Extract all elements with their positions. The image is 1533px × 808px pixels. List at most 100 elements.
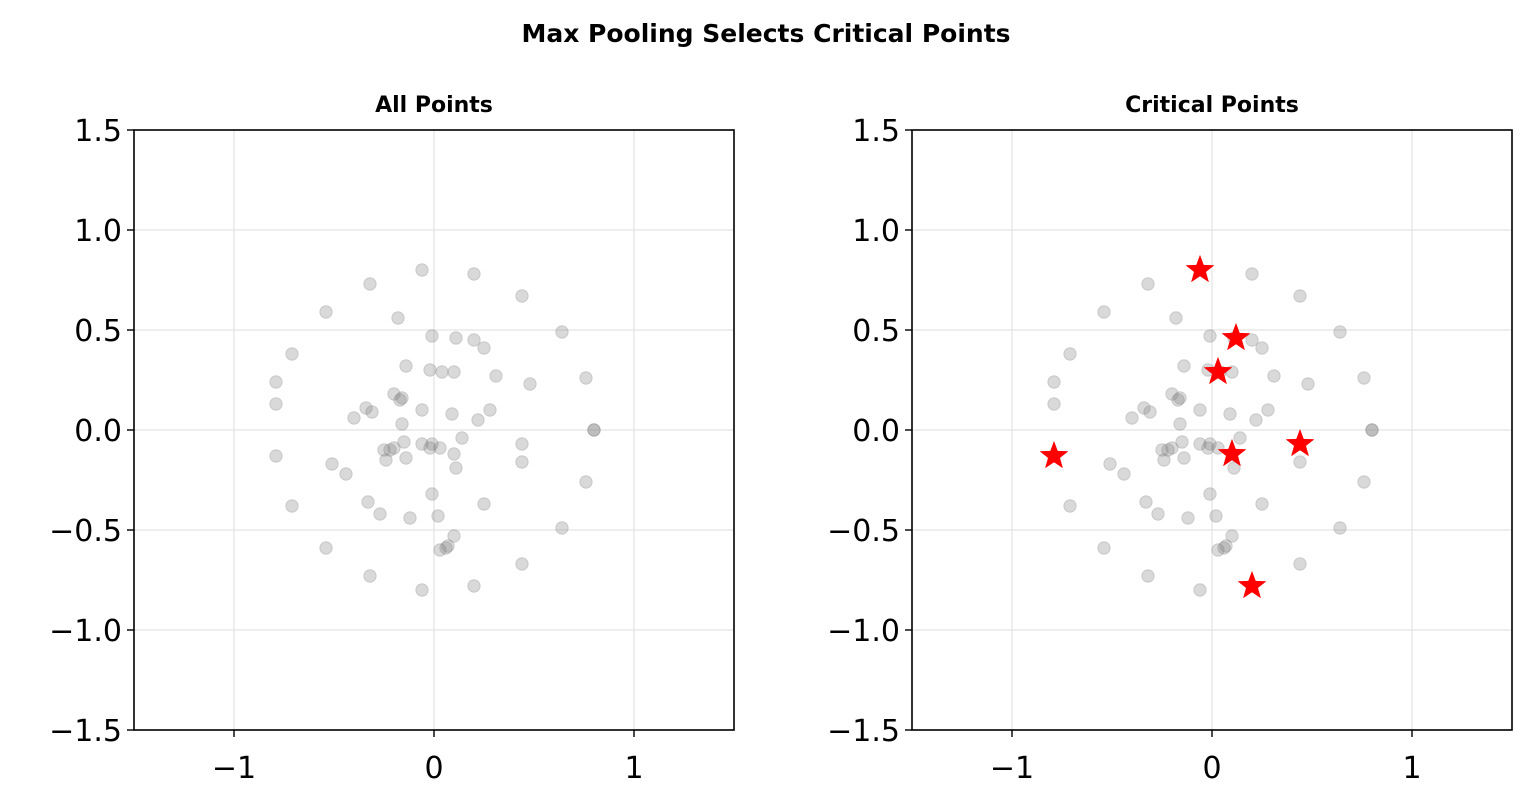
data-point xyxy=(435,365,449,379)
data-point xyxy=(515,289,529,303)
data-point xyxy=(383,443,397,457)
data-point xyxy=(1047,397,1061,411)
data-point xyxy=(425,437,439,451)
data-point xyxy=(1203,437,1217,451)
data-point xyxy=(1365,423,1379,437)
figure-suptitle: Max Pooling Selects Critical Points xyxy=(521,19,1010,48)
data-point xyxy=(471,413,485,427)
data-point xyxy=(1193,437,1207,451)
y-tick-label: −1.5 xyxy=(827,714,900,749)
data-point xyxy=(1193,583,1207,597)
data-point xyxy=(1193,403,1207,417)
y-tick-label: −1.0 xyxy=(49,614,122,649)
data-point xyxy=(379,453,393,467)
data-point xyxy=(363,277,377,291)
data-point xyxy=(483,403,497,417)
data-point xyxy=(395,391,409,405)
y-tick-label: 0.5 xyxy=(74,314,122,349)
data-point xyxy=(1261,403,1275,417)
x-tick-label: −1 xyxy=(212,751,256,786)
data-point xyxy=(467,267,481,281)
data-point xyxy=(1177,359,1191,373)
data-point xyxy=(447,365,461,379)
data-point xyxy=(285,499,299,513)
data-point xyxy=(1181,511,1195,525)
data-point xyxy=(447,529,461,543)
data-point xyxy=(1175,435,1189,449)
data-point xyxy=(415,583,429,597)
data-point xyxy=(1223,407,1237,421)
data-point xyxy=(455,431,469,445)
data-point xyxy=(467,579,481,593)
critical-point-star xyxy=(1221,322,1251,351)
data-point xyxy=(415,403,429,417)
data-point xyxy=(1097,305,1111,319)
data-point xyxy=(1169,311,1183,325)
y-tick-label: 0.5 xyxy=(852,314,900,349)
data-point xyxy=(1155,443,1169,457)
data-point xyxy=(1293,455,1307,469)
critical-point-star xyxy=(1237,570,1267,599)
data-point xyxy=(1217,541,1231,555)
data-point xyxy=(319,541,333,555)
y-tick-label: 1.0 xyxy=(74,214,122,249)
data-point xyxy=(269,449,283,463)
y-tick-label: −0.5 xyxy=(49,514,122,549)
data-point xyxy=(1333,521,1347,535)
data-point xyxy=(1151,507,1165,521)
data-point xyxy=(1255,341,1269,355)
x-tick-label: 1 xyxy=(1402,751,1421,786)
data-point xyxy=(1117,467,1131,481)
data-point xyxy=(1161,443,1175,457)
data-point xyxy=(399,451,413,465)
critical-point-star xyxy=(1039,440,1069,469)
panel-critical-points: −1 0 1 1.5 1.0 0.5 0.0 −0.5 −1.0 −1.5 Critical Poi… xyxy=(827,93,1513,786)
y-tick-label: −1.5 xyxy=(49,714,122,749)
data-point xyxy=(359,401,373,415)
data-point xyxy=(1203,487,1217,501)
data-point xyxy=(477,497,491,511)
data-point xyxy=(1219,539,1233,553)
data-point xyxy=(1209,509,1223,523)
data-point xyxy=(1165,441,1179,455)
data-point xyxy=(1357,371,1371,385)
data-point xyxy=(449,331,463,345)
data-point xyxy=(1141,277,1155,291)
data-point xyxy=(425,487,439,501)
data-point xyxy=(365,405,379,419)
data-point xyxy=(377,443,391,457)
y-tick-label: 0.0 xyxy=(74,414,122,449)
data-point xyxy=(1137,401,1151,415)
data-point xyxy=(433,441,447,455)
data-point xyxy=(445,407,459,421)
data-point xyxy=(1203,329,1217,343)
data-point xyxy=(269,375,283,389)
data-point xyxy=(1103,457,1117,471)
data-point xyxy=(433,543,447,557)
data-point xyxy=(425,329,439,343)
data-point xyxy=(515,557,529,571)
data-point xyxy=(423,441,437,455)
data-point xyxy=(395,417,409,431)
data-point xyxy=(1233,431,1247,445)
data-point xyxy=(1227,461,1241,475)
critical-point-star xyxy=(1185,254,1215,283)
data-point xyxy=(415,263,429,277)
data-point xyxy=(403,511,417,525)
critical-point-star xyxy=(1203,356,1233,385)
data-point xyxy=(1255,497,1269,511)
data-point xyxy=(1143,405,1157,419)
data-point xyxy=(555,325,569,339)
data-point xyxy=(1047,375,1061,389)
data-point xyxy=(587,423,601,437)
data-point xyxy=(1063,347,1077,361)
y-tick-label: 1.0 xyxy=(852,214,900,249)
data-point xyxy=(1225,529,1239,543)
data-point xyxy=(1267,369,1281,383)
data-point xyxy=(393,393,407,407)
data-point xyxy=(347,411,361,425)
critical-point-star xyxy=(1217,438,1247,467)
data-point xyxy=(1141,569,1155,583)
data-point xyxy=(1171,393,1185,407)
data-point xyxy=(467,333,481,347)
